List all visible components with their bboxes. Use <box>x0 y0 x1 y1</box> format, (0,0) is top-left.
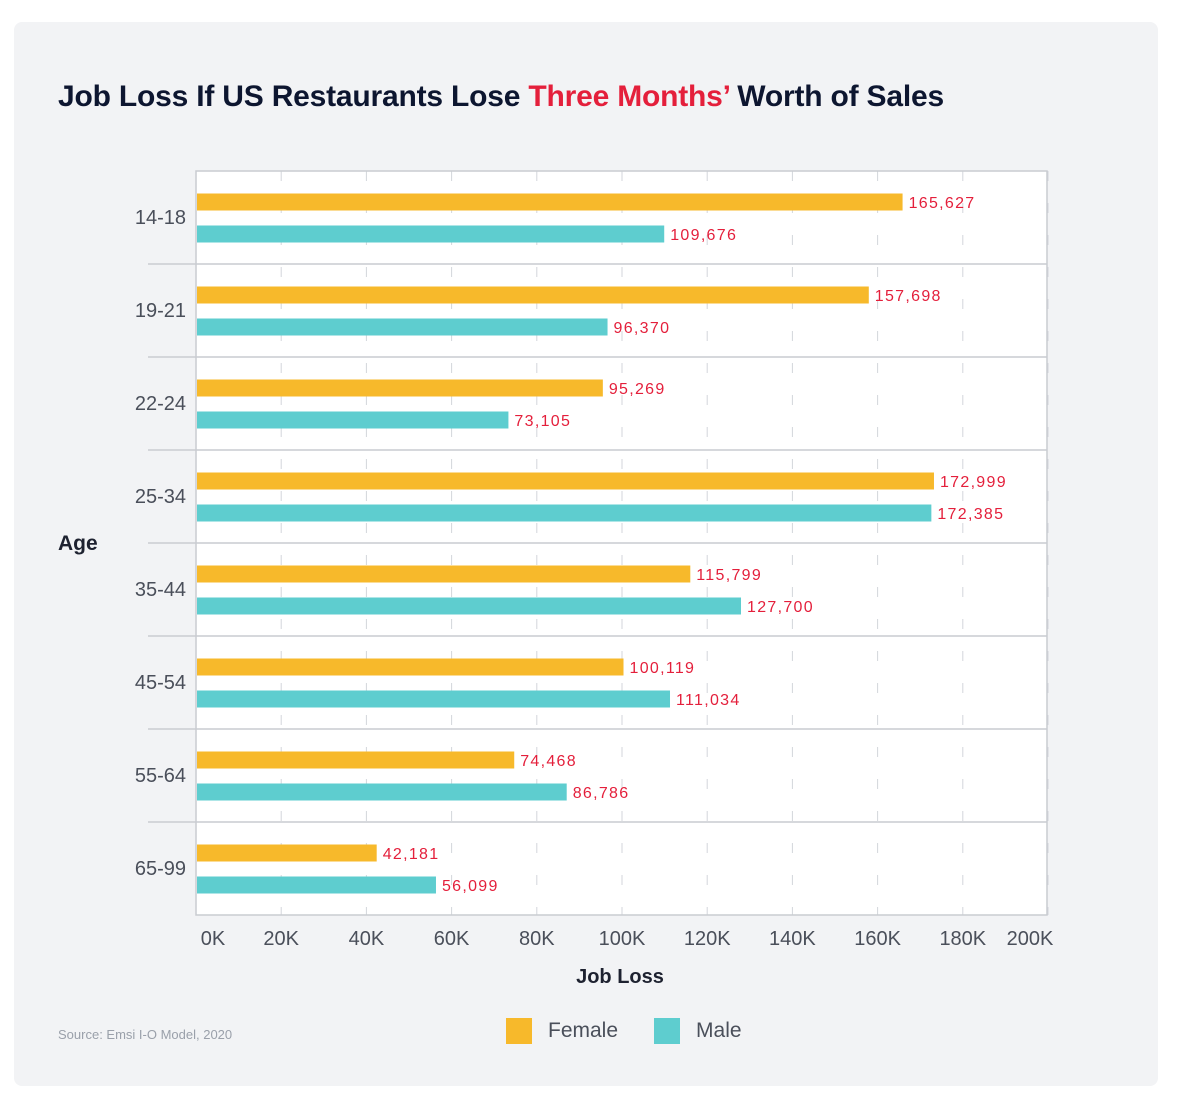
x-axis-title: Job Loss <box>576 966 664 988</box>
data-label-male-55-64: 86,786 <box>573 785 630 802</box>
bar-male-35-44 <box>197 597 742 615</box>
bar-female-19-21 <box>197 286 869 304</box>
data-label-male-65-99: 56,099 <box>442 878 499 895</box>
x-tick-label: 180K <box>939 928 986 950</box>
x-tick-label: 100K <box>599 928 646 950</box>
data-label-male-19-21: 96,370 <box>614 320 671 337</box>
x-tick-label: 60K <box>434 928 470 950</box>
legend-item-male: Male <box>654 1018 742 1044</box>
legend-swatch-male <box>654 1018 681 1044</box>
legend: Female Male <box>506 1018 742 1044</box>
bar-male-55-64 <box>197 783 567 801</box>
category-label: 55-64 <box>135 765 186 787</box>
bar-female-14-18 <box>197 193 903 211</box>
data-label-female-25-34: 172,999 <box>940 474 1007 491</box>
category-label: 25-34 <box>135 486 186 508</box>
data-label-female-65-99: 42,181 <box>383 846 440 863</box>
data-label-female-55-64: 74,468 <box>520 753 577 770</box>
data-label-female-35-44: 115,799 <box>696 567 762 584</box>
title-highlight: Three Months’ <box>528 80 730 113</box>
data-label-male-45-54: 111,034 <box>676 692 741 709</box>
data-label-female-22-24: 95,269 <box>609 381 666 398</box>
x-tick-label: 120K <box>684 928 731 950</box>
x-tick-label: 200K <box>1007 928 1054 950</box>
bar-female-22-24 <box>197 379 603 397</box>
data-label-female-19-21: 157,698 <box>875 288 942 305</box>
data-label-female-14-18: 165,627 <box>909 195 976 212</box>
x-tick-label: 40K <box>349 928 385 950</box>
bar-male-22-24 <box>197 411 509 429</box>
bar-male-45-54 <box>197 690 671 708</box>
y-axis-title: Age <box>58 532 98 555</box>
x-tick-label: 20K <box>263 928 299 950</box>
category-label: 19-21 <box>135 300 186 322</box>
data-label-male-14-18: 109,676 <box>670 227 737 244</box>
x-tick-label: 140K <box>769 928 816 950</box>
source-note: Source: Emsi I-O Model, 2020 <box>58 1027 233 1042</box>
plot-frame <box>195 170 1048 916</box>
title-text-end: Worth of Sales <box>729 80 944 113</box>
legend-label-female: Female <box>548 1019 619 1042</box>
bar-female-55-64 <box>197 751 515 769</box>
bar-male-19-21 <box>197 318 608 336</box>
bar-male-14-18 <box>197 225 665 243</box>
category-label: 14-18 <box>135 207 186 229</box>
x-tick-label: 80K <box>519 928 555 950</box>
x-tick-label: 0K <box>201 928 226 950</box>
data-label-female-45-54: 100,119 <box>630 660 696 677</box>
legend-label-male: Male <box>696 1019 742 1042</box>
bar-female-25-34 <box>197 472 934 490</box>
category-label: 45-54 <box>135 672 186 694</box>
category-label: 22-24 <box>135 393 186 415</box>
category-label: 65-99 <box>135 858 186 880</box>
title-text-start: Job Loss If US Restaurants Lose <box>58 80 529 113</box>
bar-female-45-54 <box>197 658 624 676</box>
bar-female-35-44 <box>197 565 691 583</box>
bar-male-65-99 <box>197 876 436 894</box>
chart-title: Job Loss If US Restaurants Lose Three Mo… <box>58 80 944 114</box>
legend-item-female: Female <box>506 1018 618 1044</box>
category-label: 35-44 <box>135 579 186 601</box>
data-label-male-22-24: 73,105 <box>514 413 571 430</box>
x-tick-label: 160K <box>854 928 901 950</box>
legend-swatch-female <box>506 1018 532 1044</box>
bar-female-65-99 <box>197 844 377 862</box>
bar-male-25-34 <box>197 504 932 522</box>
data-label-male-35-44: 127,700 <box>747 599 814 616</box>
data-label-male-25-34: 172,385 <box>937 506 1004 523</box>
